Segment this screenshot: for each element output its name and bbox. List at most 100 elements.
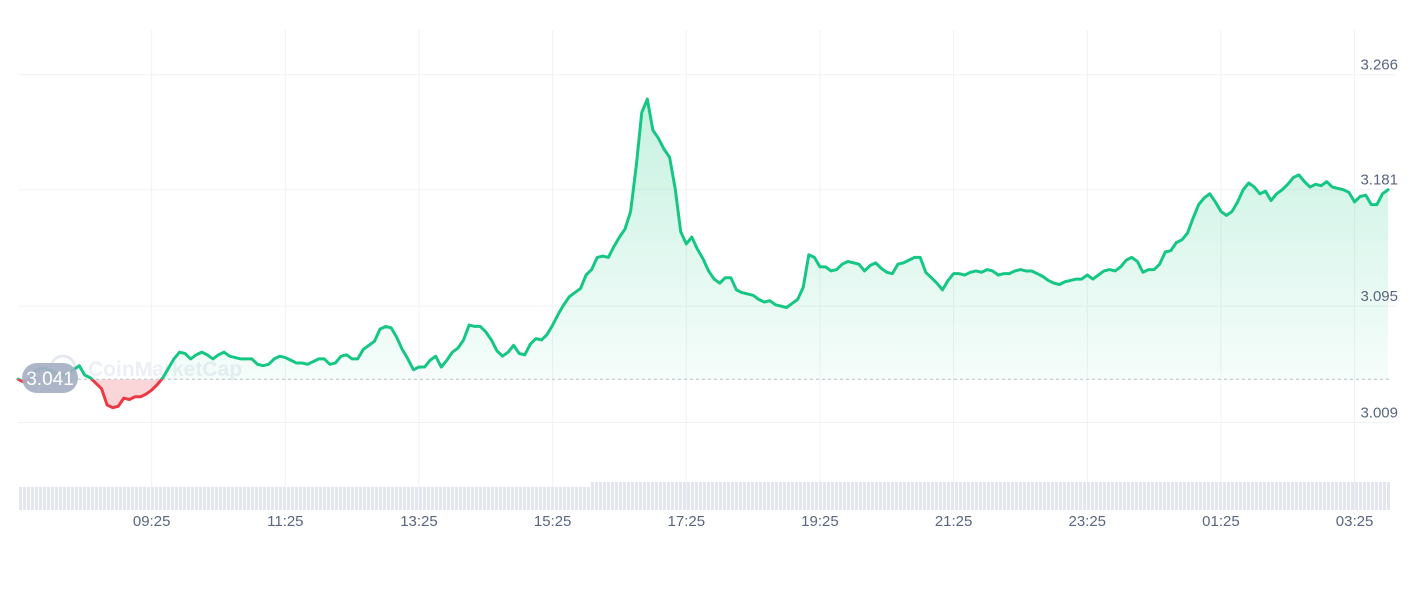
volume-bar xyxy=(1359,482,1362,510)
volume-bar xyxy=(927,482,930,510)
volume-bar xyxy=(1311,482,1314,510)
volume-bar xyxy=(1123,482,1126,510)
volume-bar xyxy=(211,487,214,510)
volume-bar xyxy=(1043,482,1046,510)
volume-bar xyxy=(1355,482,1358,510)
volume-bar xyxy=(587,487,590,510)
volume-bar xyxy=(263,487,266,510)
volume-bar xyxy=(451,487,454,510)
volume-bar xyxy=(59,487,62,510)
volume-bar xyxy=(1263,482,1266,510)
volume-bar xyxy=(1103,482,1106,510)
volume-bar xyxy=(371,487,374,510)
x-tick-label: 01:25 xyxy=(1202,513,1240,530)
volume-bar xyxy=(1183,482,1186,510)
volume-bar xyxy=(495,487,498,510)
volume-bar xyxy=(1159,482,1162,510)
volume-bar xyxy=(1155,482,1158,510)
volume-bar xyxy=(547,487,550,510)
volume-bar xyxy=(859,482,862,510)
volume-bar xyxy=(207,487,210,510)
volume-bar xyxy=(803,482,806,510)
volume-bar xyxy=(67,487,70,510)
volume-bar xyxy=(591,482,594,510)
volume-bar xyxy=(399,487,402,510)
volume-bar xyxy=(475,487,478,510)
volume-bar xyxy=(907,482,910,510)
volume-bar xyxy=(671,482,674,510)
volume-bar xyxy=(1331,482,1334,510)
volume-bar xyxy=(315,487,318,510)
volume-bar xyxy=(1111,482,1114,510)
x-tick-label: 11:25 xyxy=(267,513,303,530)
volume-bar xyxy=(499,487,502,510)
volume-bar xyxy=(995,482,998,510)
volume-bar xyxy=(551,487,554,510)
volume-bar xyxy=(191,487,194,510)
volume-bar xyxy=(723,482,726,510)
volume-bar xyxy=(1115,482,1118,510)
volume-bar xyxy=(1247,482,1250,510)
y-axis-labels: 3.266 3.181 3.095 3.009 xyxy=(1360,57,1398,422)
volume-bar xyxy=(583,487,586,510)
volume-bar xyxy=(1307,482,1310,510)
volume-bar xyxy=(143,487,146,510)
volume-bar xyxy=(407,487,410,510)
volume-bar xyxy=(163,487,166,510)
volume-bar xyxy=(379,487,382,510)
volume-bar xyxy=(403,487,406,510)
volume-bar xyxy=(1255,482,1258,510)
volume-bar xyxy=(655,482,658,510)
volume-bar xyxy=(751,482,754,510)
volume-bar xyxy=(1343,482,1346,510)
volume-bar xyxy=(967,482,970,510)
x-tick-label: 21:25 xyxy=(935,513,973,530)
volume-bar xyxy=(507,487,510,510)
volume-bar xyxy=(1303,482,1306,510)
volume-bar xyxy=(87,487,90,510)
area-fill-down xyxy=(18,379,162,408)
volume-bar xyxy=(963,482,966,510)
volume-bar xyxy=(283,487,286,510)
volume-bar xyxy=(39,487,42,510)
volume-bar xyxy=(679,482,682,510)
volume-bar xyxy=(251,487,254,510)
volume-bar xyxy=(423,487,426,510)
volume-bar xyxy=(711,482,714,510)
volume-bar xyxy=(519,487,522,510)
volume-bar xyxy=(47,487,50,510)
volume-bar xyxy=(311,487,314,510)
volume-bar xyxy=(791,482,794,510)
volume-bar xyxy=(823,482,826,510)
volume-bar xyxy=(759,482,762,510)
volume-bar xyxy=(1135,482,1138,510)
volume-bar xyxy=(1219,482,1222,510)
volume-bar xyxy=(1335,482,1338,510)
volume-bar xyxy=(1259,482,1262,510)
volume-bar xyxy=(271,487,274,510)
volume-bar xyxy=(1279,482,1282,510)
x-tick-label: 13:25 xyxy=(400,513,438,530)
volume-bar xyxy=(55,487,58,510)
volume-bar xyxy=(1095,482,1098,510)
volume-bar xyxy=(439,487,442,510)
volume-bar xyxy=(707,482,710,510)
volume-bar xyxy=(659,482,662,510)
volume-bar xyxy=(815,482,818,510)
volume-bar xyxy=(1319,482,1322,510)
volume-bar xyxy=(1027,482,1030,510)
volume-bar xyxy=(1063,482,1066,510)
volume-bar xyxy=(619,482,622,510)
x-tick-label: 15:25 xyxy=(534,513,572,530)
volume-bar xyxy=(1203,482,1206,510)
volume-bars xyxy=(19,482,1390,510)
volume-bar xyxy=(779,482,782,510)
volume-bar xyxy=(1171,482,1174,510)
volume-bar xyxy=(687,482,690,510)
volume-bar xyxy=(667,482,670,510)
volume-bar xyxy=(1031,482,1034,510)
volume-bar xyxy=(91,487,94,510)
volume-bar xyxy=(223,487,226,510)
volume-bar xyxy=(627,482,630,510)
volume-bar xyxy=(1339,482,1342,510)
